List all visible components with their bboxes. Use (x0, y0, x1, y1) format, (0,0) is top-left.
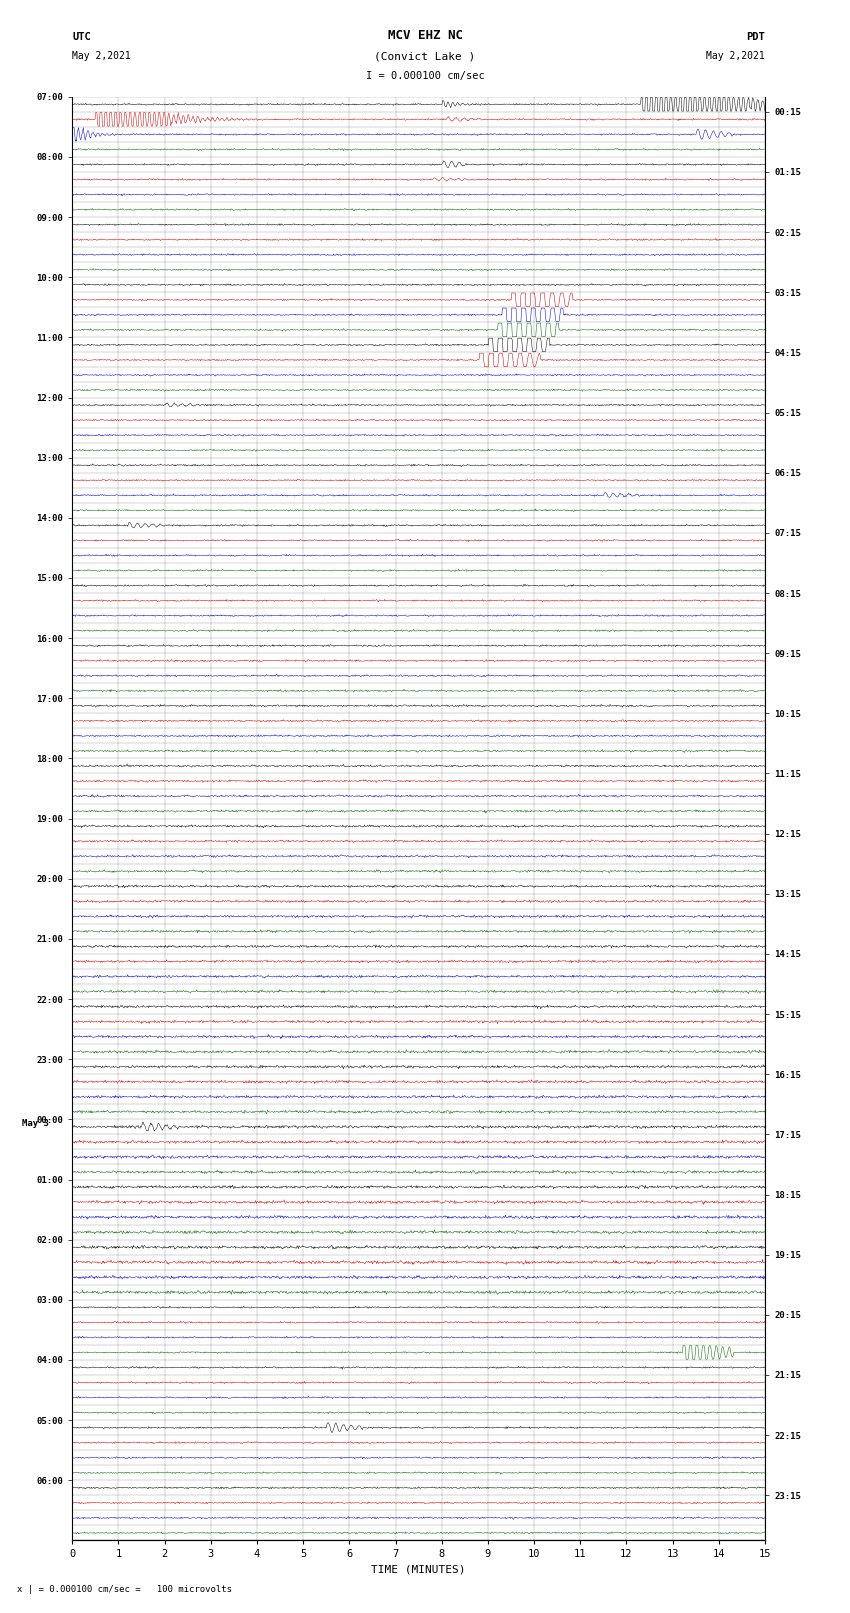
Text: MCV EHZ NC: MCV EHZ NC (388, 29, 462, 42)
Text: May 3: May 3 (22, 1119, 49, 1129)
Text: UTC: UTC (72, 32, 91, 42)
Text: May 2,2021: May 2,2021 (72, 52, 131, 61)
Text: May 2,2021: May 2,2021 (706, 52, 765, 61)
X-axis label: TIME (MINUTES): TIME (MINUTES) (371, 1565, 466, 1574)
Text: x | = 0.000100 cm/sec =   100 microvolts: x | = 0.000100 cm/sec = 100 microvolts (17, 1584, 232, 1594)
Text: (Convict Lake ): (Convict Lake ) (374, 52, 476, 61)
Text: PDT: PDT (746, 32, 765, 42)
Text: I = 0.000100 cm/sec: I = 0.000100 cm/sec (366, 71, 484, 81)
